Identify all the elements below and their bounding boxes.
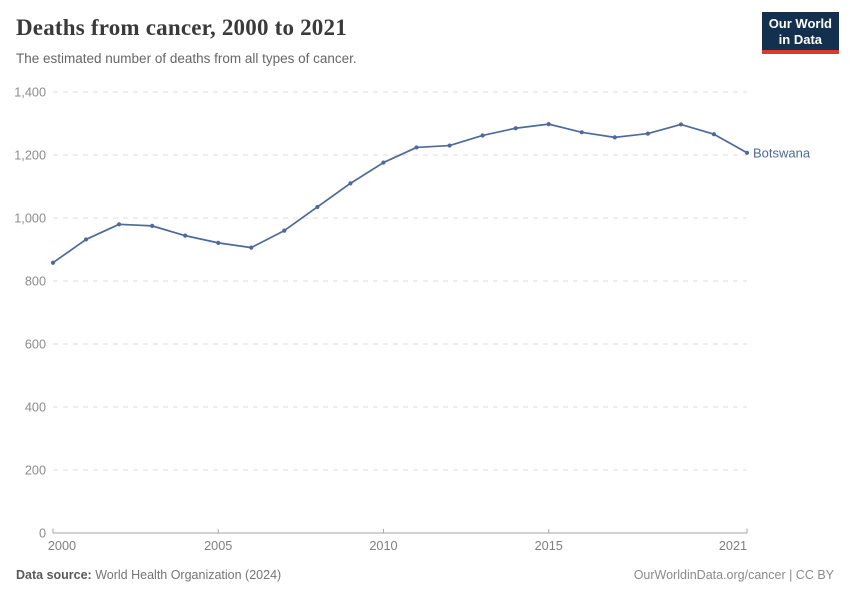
data-point-2001 (83, 237, 89, 242)
data-source: Data source: World Health Organization (… (16, 568, 281, 582)
x-tick-label: 2015 (535, 539, 563, 553)
y-tick-label: 1,200 (14, 149, 46, 163)
owid-logo-line1: Our World (768, 16, 832, 31)
data-point-2007 (282, 228, 287, 233)
license-credit: OurWorldinData.org/cancer | CC BY (633, 568, 834, 582)
data-point-2017 (612, 135, 617, 140)
data-point-2018 (645, 131, 650, 136)
data-point-2021 (744, 150, 750, 155)
series-label-botswana: Botswana (753, 145, 811, 160)
data-point-2006 (249, 245, 254, 250)
data-point-2013 (480, 133, 485, 138)
data-point-2011 (414, 145, 419, 150)
y-tick-label: 1,400 (14, 86, 46, 100)
x-tick-label: 2010 (369, 539, 397, 553)
data-point-2000 (50, 260, 56, 265)
chart-title: Deaths from cancer, 2000 to 2021 (16, 15, 347, 40)
data-point-2014 (513, 126, 518, 131)
data-point-2003 (150, 223, 155, 228)
line-chart: 0 200 400 600 800 1,000 1,200 1,400 2000 2005 2010… (14, 86, 811, 554)
y-tick-label: 600 (25, 338, 46, 352)
data-point-2005 (216, 240, 221, 245)
data-source-value: World Health Organization (2024) (95, 568, 282, 582)
data-point-2012 (447, 143, 452, 148)
data-point-2008 (315, 204, 320, 210)
owid-logo-line2: in Data (778, 31, 823, 47)
data-point-2019 (678, 122, 684, 127)
owid-logo: Our World in Data (761, 12, 839, 54)
y-tick-label: 1,000 (14, 212, 46, 226)
data-point-2016 (579, 130, 584, 135)
x-tick-label: 2021 (719, 539, 747, 553)
data-point-2002 (116, 222, 122, 227)
chart-footer: Data source: World Health Organization (… (16, 568, 834, 582)
data-point-2015 (546, 122, 551, 127)
y-tick-label: 200 (25, 464, 46, 478)
data-point-2020 (711, 132, 717, 137)
data-point-2010 (381, 160, 386, 165)
y-tick-label: 400 (25, 401, 46, 415)
chart-area: 0 200 400 600 800 1,000 1,200 1,400 2000 2005 2010… (0, 80, 850, 558)
x-tick-label: 2000 (48, 539, 76, 553)
data-point-2009 (348, 181, 353, 186)
data-source-label: Data source: (16, 568, 92, 582)
x-tick-label: 2005 (204, 539, 232, 553)
y-tick-label: 800 (25, 275, 46, 289)
data-point-2004 (183, 233, 188, 238)
y-tick-label: 0 (39, 527, 46, 541)
chart-subtitle: The estimated number of deaths from all … (16, 51, 357, 66)
botswana-line (52, 123, 748, 264)
